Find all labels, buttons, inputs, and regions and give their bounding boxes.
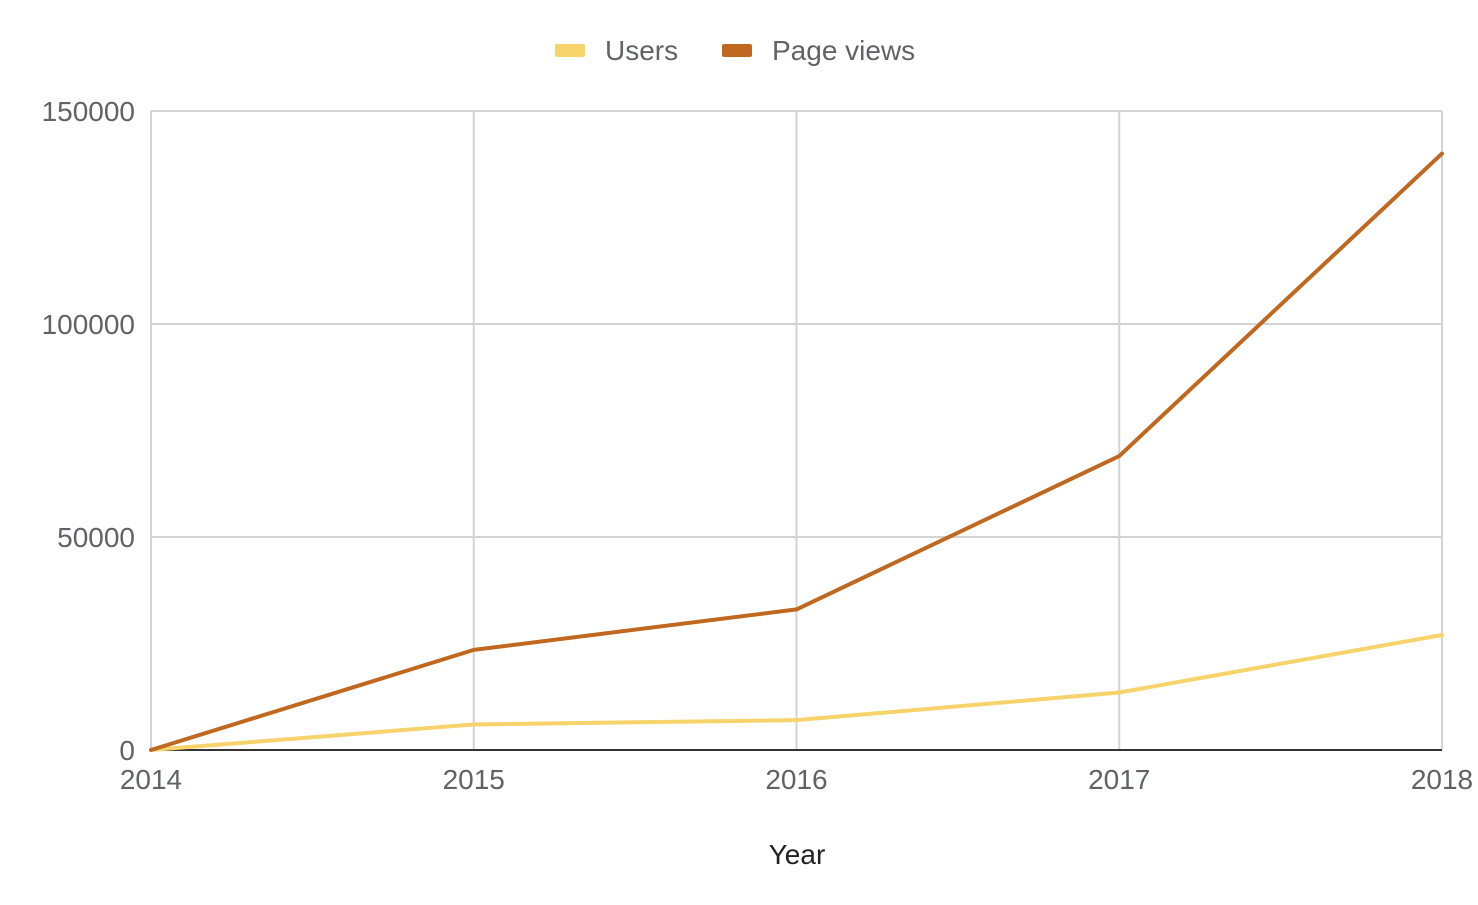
legend-swatch <box>555 44 585 57</box>
x-tick-label: 2016 <box>765 764 827 795</box>
x-axis-title: Year <box>769 839 826 870</box>
x-tick-label: 2015 <box>443 764 505 795</box>
x-tick-label: 2014 <box>120 764 182 795</box>
chart-legend: Users Page views <box>555 35 915 66</box>
gridlines <box>150 110 1443 751</box>
y-axis-ticks: 0 50000 100000 150000 <box>42 96 135 766</box>
series-line-page-views <box>149 151 1444 752</box>
series-lines <box>149 151 1444 752</box>
y-tick-label: 150000 <box>42 96 135 127</box>
x-tick-label: 2018 <box>1411 764 1473 795</box>
y-tick-label: 0 <box>119 735 135 766</box>
x-axis-ticks: 2014 2015 2016 2017 2018 <box>120 764 1473 795</box>
legend-swatch <box>722 44 752 57</box>
legend-label: Page views <box>772 35 915 66</box>
y-tick-label: 100000 <box>42 309 135 340</box>
legend-label: Users <box>605 35 678 66</box>
x-tick-label: 2017 <box>1088 764 1150 795</box>
series-line-users <box>149 632 1444 752</box>
y-tick-label: 50000 <box>57 522 135 553</box>
